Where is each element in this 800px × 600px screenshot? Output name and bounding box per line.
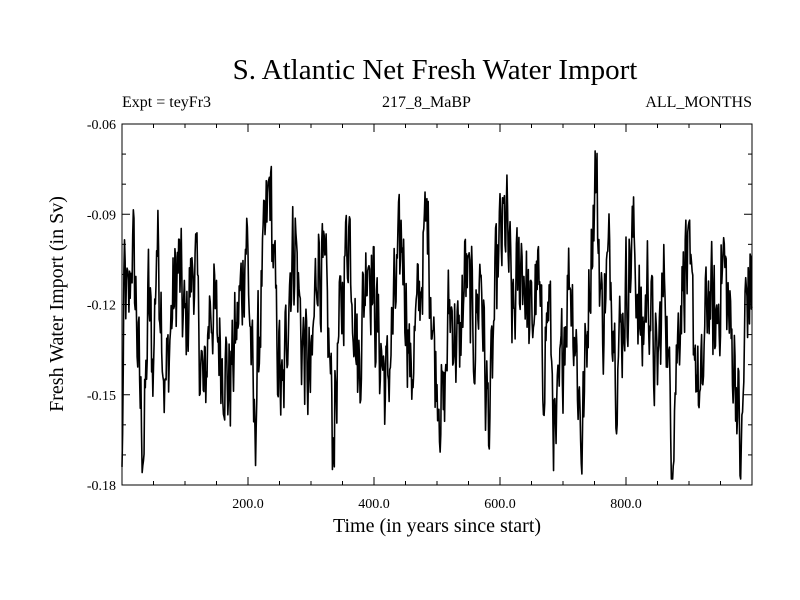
- x-tick-label: 200.0: [232, 497, 264, 512]
- y-axis-label: Fresh Water Import (in Sv): [46, 196, 68, 412]
- experiment-label: Expt = teyFr3: [122, 94, 212, 111]
- case-label: 217_8_MaBP: [382, 94, 471, 111]
- y-tick-label: -0.15: [87, 389, 116, 404]
- y-tick-label: -0.12: [87, 299, 116, 314]
- axis-ticks: 200.0 400.0 600.0 800.0 -0.06 -0.09 -0.12 -0.15…: [87, 118, 752, 512]
- x-axis-label: Time (in years since start): [333, 515, 541, 537]
- y-tick-label: -0.06: [87, 118, 116, 133]
- y-tick-label: -0.09: [87, 208, 116, 223]
- series-group: [121, 150, 753, 480]
- y-tick-label: -0.18: [87, 479, 116, 494]
- plot-frame: [121, 123, 753, 486]
- months-label: ALL_MONTHS: [645, 94, 752, 111]
- x-tick-label: 600.0: [484, 497, 516, 512]
- x-tick-label: 800.0: [610, 497, 642, 512]
- x-tick-label: 400.0: [358, 497, 390, 512]
- chart-title: S. Atlantic Net Fresh Water Import: [232, 54, 638, 86]
- series-line: [121, 150, 753, 480]
